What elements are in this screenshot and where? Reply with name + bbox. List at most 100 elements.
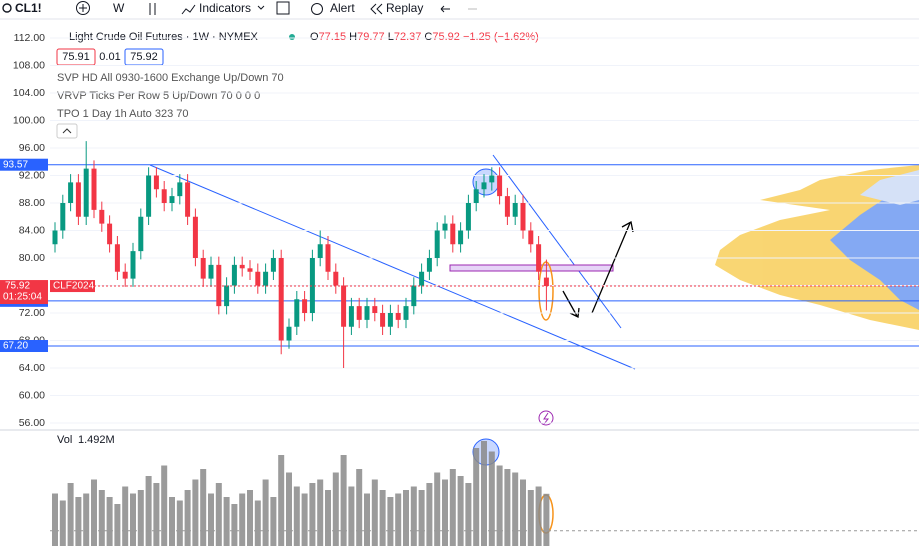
candle-body — [161, 189, 167, 203]
chart-type-icon[interactable] — [149, 3, 156, 15]
l-label: L — [388, 31, 394, 43]
candle-body — [442, 223, 448, 231]
y-tick-label: 80.00 — [19, 252, 45, 264]
volume-bar — [278, 455, 285, 546]
candle-body — [130, 251, 136, 279]
ohlc-legend: O77.15 H79.77 L72.37 C75.92 −1.25 (−1.62… — [310, 31, 539, 43]
y-tick-label: 64.00 — [19, 362, 45, 374]
price-label-box — [0, 280, 48, 305]
candle-body — [278, 258, 284, 341]
volume-bar — [434, 472, 441, 546]
symbol[interactable]: CL1! — [15, 1, 42, 15]
candle-body — [543, 277, 549, 287]
candle-body — [481, 182, 487, 190]
search-icon[interactable] — [2, 3, 12, 13]
candle-body — [255, 271, 261, 286]
event-icon[interactable] — [538, 410, 554, 426]
candle-body — [450, 223, 456, 245]
volume-bar — [403, 490, 409, 546]
countdown: 01:25:04 — [3, 292, 42, 303]
trend-line[interactable] — [492, 154, 622, 329]
candle-body — [75, 182, 81, 217]
indicators-icon — [181, 4, 196, 15]
level-label: 93.57 — [3, 159, 28, 170]
candle-body — [372, 306, 378, 313]
volume-bar — [496, 465, 503, 546]
candle-body — [497, 175, 503, 197]
candle-body — [122, 271, 128, 279]
alert-button[interactable]: Alert — [330, 1, 355, 15]
candle-body — [68, 182, 74, 203]
candle-body — [192, 216, 198, 258]
current-price-label: 75.92 — [5, 281, 30, 292]
candle-body — [426, 258, 432, 272]
candle-body — [489, 175, 495, 183]
collapse-button[interactable] — [56, 123, 78, 139]
add-icon — [79, 4, 87, 12]
replay-button[interactable]: Replay — [386, 1, 423, 15]
candle-body — [239, 264, 245, 269]
volume-bar — [535, 486, 542, 546]
candle-body — [83, 168, 89, 217]
volume-bar — [153, 483, 160, 546]
volume-bar — [442, 479, 448, 546]
volume-bar — [75, 497, 82, 546]
add-symbol[interactable] — [76, 1, 90, 15]
volume-bar — [457, 476, 464, 546]
volume-bar — [332, 472, 339, 546]
candle-body — [465, 203, 471, 231]
c-label: C — [424, 31, 432, 43]
indicator-label: VRVP Ticks Per Row 5 Up/Down 70 0 0 0 — [57, 90, 260, 102]
dropdown[interactable] — [257, 5, 265, 10]
undo[interactable] — [440, 5, 450, 13]
volume-bar — [465, 483, 472, 546]
interval[interactable]: W — [113, 1, 125, 15]
volume-bar — [83, 493, 90, 546]
volume-bar — [176, 500, 183, 546]
volume-bar — [200, 469, 207, 546]
indicator-label: TPO 1 Day 1h Auto 323 70 — [57, 108, 188, 120]
volume-bar — [231, 504, 238, 546]
arrow-up[interactable] — [591, 220, 634, 314]
candle-body — [387, 313, 393, 327]
h-label: H — [349, 31, 357, 43]
zone[interactable] — [449, 264, 614, 272]
candle-body — [294, 299, 300, 327]
volume-bar — [504, 469, 511, 546]
volume-bar — [91, 479, 97, 546]
candle-body — [177, 182, 183, 197]
collapse-icon — [62, 128, 72, 134]
candle-body — [380, 313, 386, 327]
level-label-box — [0, 340, 48, 352]
candle-body — [395, 313, 401, 320]
contract-label: CLF2024 — [53, 281, 95, 292]
y-tick-label: 88.00 — [19, 197, 45, 209]
candle-body — [200, 258, 206, 279]
arrow-down[interactable] — [562, 290, 580, 318]
volume-bar — [130, 493, 136, 546]
volume-bar — [262, 479, 269, 546]
volume-bar — [543, 493, 550, 546]
candle-body — [52, 230, 58, 245]
trend-line[interactable] — [149, 164, 636, 370]
volume-bar — [325, 490, 331, 546]
candle-body — [403, 306, 409, 320]
change: −1.25 (−1.62%) — [463, 31, 539, 43]
spread: 0.01 — [99, 51, 120, 63]
volume-bar — [512, 472, 519, 546]
candle-body — [146, 175, 152, 217]
volume-bar — [301, 493, 308, 546]
volume-bar — [161, 465, 168, 546]
volume-bar — [387, 497, 394, 546]
indicators-button[interactable]: Indicators — [199, 1, 251, 15]
volume-bar — [223, 497, 230, 546]
volume-bar — [356, 469, 363, 546]
o-label: O — [310, 31, 319, 43]
volume-bar — [340, 455, 347, 546]
layouts-icon[interactable] — [276, 1, 290, 15]
candle-body — [270, 258, 276, 272]
candle-body — [263, 271, 269, 286]
volume-bar — [145, 476, 152, 546]
candle-body — [185, 182, 191, 217]
volume-bar — [192, 479, 199, 546]
